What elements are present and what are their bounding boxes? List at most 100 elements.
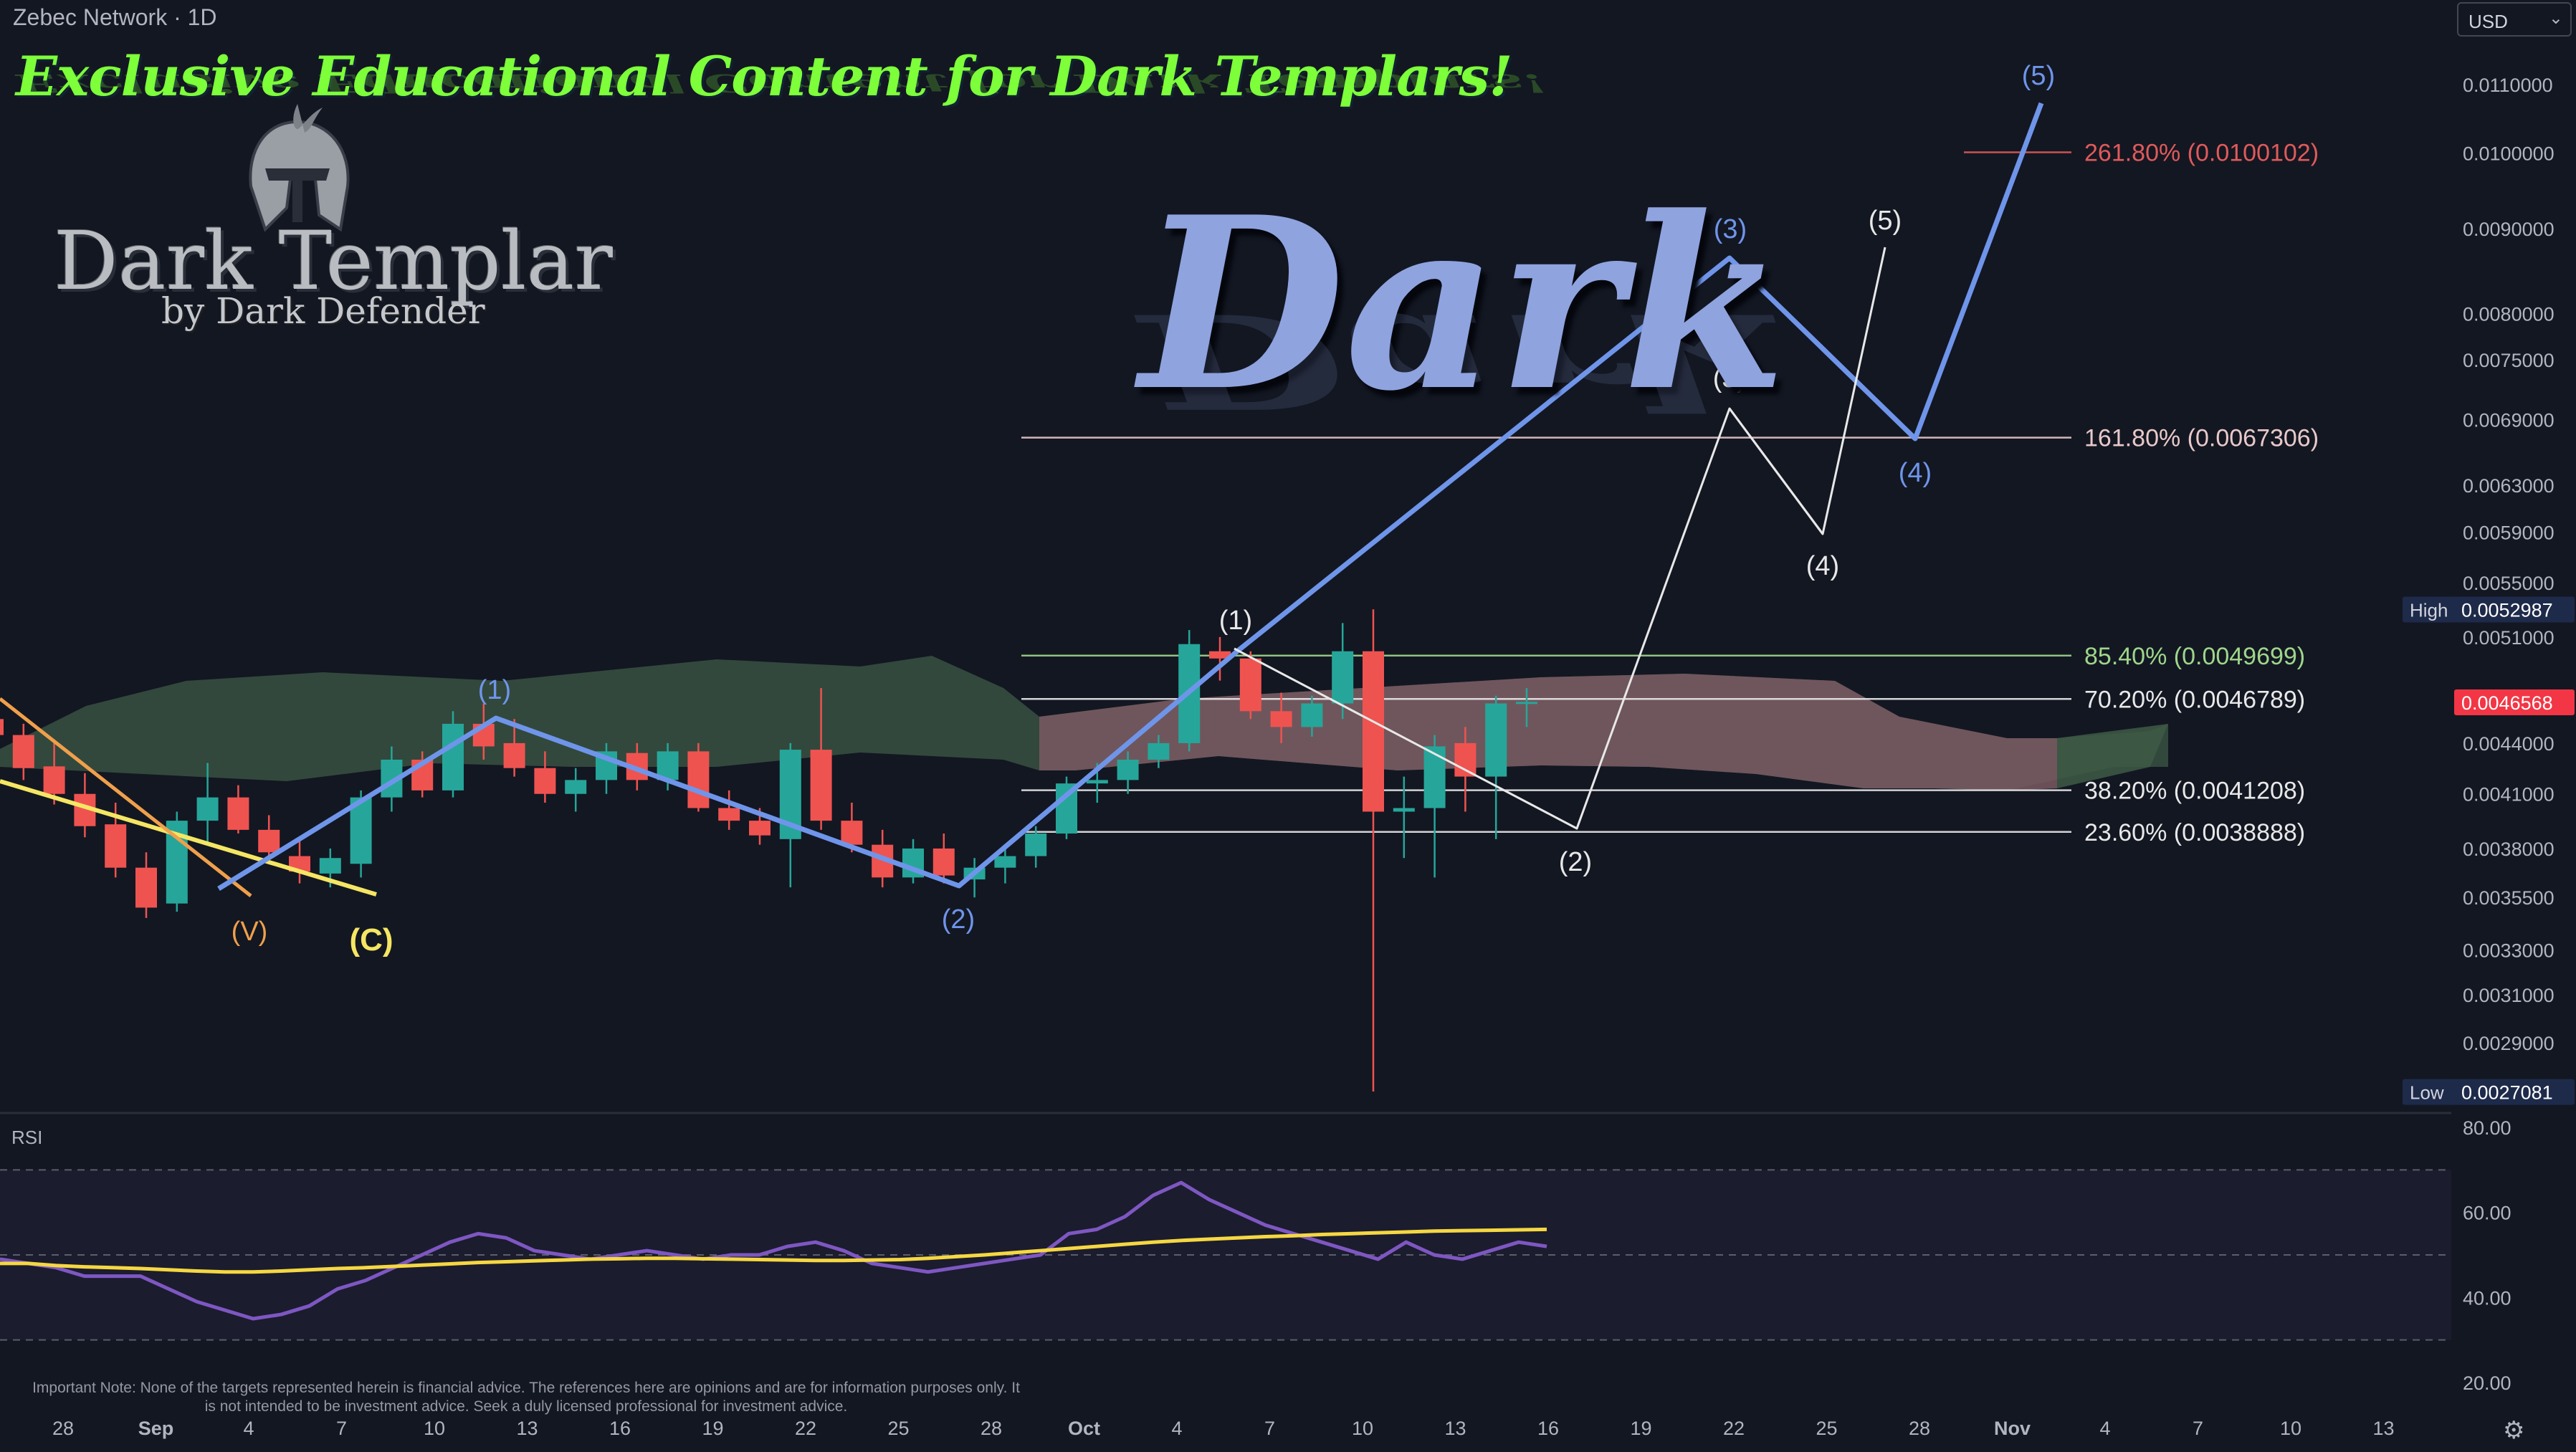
candle [932, 834, 955, 884]
y-tick-label: 0.0035500 [2463, 887, 2554, 909]
x-tick-label: 25 [887, 1418, 909, 1439]
rsi-y-tick-label: 80.00 [2463, 1117, 2511, 1139]
candle-body [565, 780, 587, 794]
axes: 0.0110000 0.0100000 0.0090000 0.0080000 0.00… [52, 75, 2575, 1439]
x-tick-label: 7 [336, 1418, 347, 1439]
fib-level: 38.20% (0.0041208) [1021, 778, 2305, 805]
candle-body [1485, 703, 1507, 777]
candle-body [1454, 742, 1477, 777]
candle [74, 773, 96, 838]
candle [841, 803, 863, 853]
candle [503, 719, 525, 777]
candle [1516, 688, 1537, 727]
candle-body [1393, 808, 1415, 812]
currency-select[interactable]: USD ⌄ [2457, 2, 2572, 37]
y-tick-label: 0.0080000 [2463, 303, 2554, 325]
candle [1363, 609, 1384, 1092]
x-tick-label: 28 [1909, 1418, 1930, 1439]
wave-label-yellow: (C) [349, 922, 393, 957]
candle-body [1332, 651, 1354, 704]
x-tick-label: 7 [2193, 1418, 2203, 1439]
x-tick-label: 28 [52, 1418, 74, 1439]
candle [565, 768, 587, 812]
candle [166, 811, 188, 912]
watermark-reflection: Dark [1140, 284, 1787, 437]
candle-body [534, 768, 556, 794]
fib-label: 38.20% (0.0041208) [2084, 778, 2305, 805]
price-badge-box [2454, 1079, 2575, 1105]
candle [1485, 695, 1507, 839]
x-tick-label: 7 [1264, 1418, 1275, 1439]
rsi-y-tick-label: 60.00 [2463, 1203, 2511, 1224]
candle [810, 688, 832, 830]
disclaimer-note: Important Note: None of the targets repr… [32, 1380, 1020, 1415]
y-tick-label: 0.0044000 [2463, 733, 2554, 755]
price-badge: High 0.0052987 [2403, 596, 2575, 623]
candle [135, 852, 157, 918]
candle [1025, 826, 1047, 868]
candle-body [1423, 746, 1446, 808]
candle-body [749, 821, 771, 836]
y-tick-label: 0.0055000 [2463, 573, 2554, 594]
candle-body [1117, 759, 1139, 780]
candle-body [841, 821, 863, 845]
price-badge-box [2454, 689, 2575, 716]
price-badge-value: 0.0052987 [2461, 600, 2553, 621]
x-tick-label: 22 [1723, 1418, 1745, 1439]
symbol-title: Zebec Network · 1D [13, 4, 217, 30]
promo-banner: Exclusive Educational Content for Dark T… [16, 44, 1513, 108]
fib-level: 23.60% (0.0038888) [1021, 819, 2305, 846]
wave-label-orange: (V) [232, 917, 268, 947]
wave-label-white: (1) [1219, 606, 1252, 636]
candle-body [1301, 703, 1323, 727]
candle [472, 703, 495, 760]
candle-body [994, 856, 1016, 868]
candle [227, 785, 249, 834]
candle-body [503, 742, 525, 768]
helmet-icon [249, 104, 350, 232]
candle-body [258, 829, 280, 853]
y-tick-label: 0.0110000 [2463, 75, 2553, 96]
wave-label-white: (5) [1869, 206, 1902, 236]
price-badge-label: High [2410, 600, 2448, 621]
rsi-y-tick-label: 20.00 [2463, 1372, 2511, 1394]
gear-icon[interactable]: ⚙ [2503, 1417, 2525, 1444]
y-tick-label: 0.0041000 [2463, 784, 2554, 806]
x-tick-label: 22 [795, 1418, 816, 1439]
price-badge-value: 0.0046568 [2461, 692, 2553, 714]
candle-body [227, 797, 249, 830]
wave-label-white: (4) [1806, 551, 1839, 581]
candle [1270, 692, 1292, 743]
candle [902, 839, 924, 884]
candle [12, 723, 34, 780]
candle-body [1239, 658, 1261, 712]
fib-label: 261.80% (0.0100102) [2084, 140, 2319, 167]
rsi-line [0, 1180, 1547, 1321]
rsi-ma-line [0, 1227, 1547, 1274]
candle [1332, 623, 1354, 720]
fib-label: 161.80% (0.0067306) [2084, 425, 2319, 452]
cloud-red [1039, 674, 2057, 791]
candle-body [135, 867, 157, 908]
currency-label: USD [2468, 11, 2508, 32]
candle [994, 848, 1016, 884]
fib-level: 161.80% (0.0067306) [1021, 425, 2319, 452]
x-tick-label: 19 [1630, 1418, 1651, 1439]
elliott-waves: (V) (C) (1) (2) (3) (4) (5) (1) (2) (3) (4) (5) [0, 61, 2055, 957]
wave-label-white: (2) [1559, 847, 1592, 877]
candle [196, 763, 219, 845]
candle [1117, 751, 1139, 794]
candle-body [1363, 651, 1384, 812]
price-badge: Low 0.0027081 [2403, 1079, 2575, 1105]
candle [534, 751, 556, 803]
x-tick-label: 10 [2280, 1418, 2301, 1439]
candle-body [43, 766, 65, 794]
candle-body [1270, 711, 1292, 727]
x-tick-label: Sep [138, 1418, 174, 1439]
price-badge-value: 0.0027081 [2461, 1082, 2553, 1104]
candle-body [1148, 742, 1170, 760]
brand-subtitle: by Dark Defender [161, 290, 485, 332]
candle [1423, 735, 1446, 878]
wave-label-blue: (2) [942, 904, 975, 935]
